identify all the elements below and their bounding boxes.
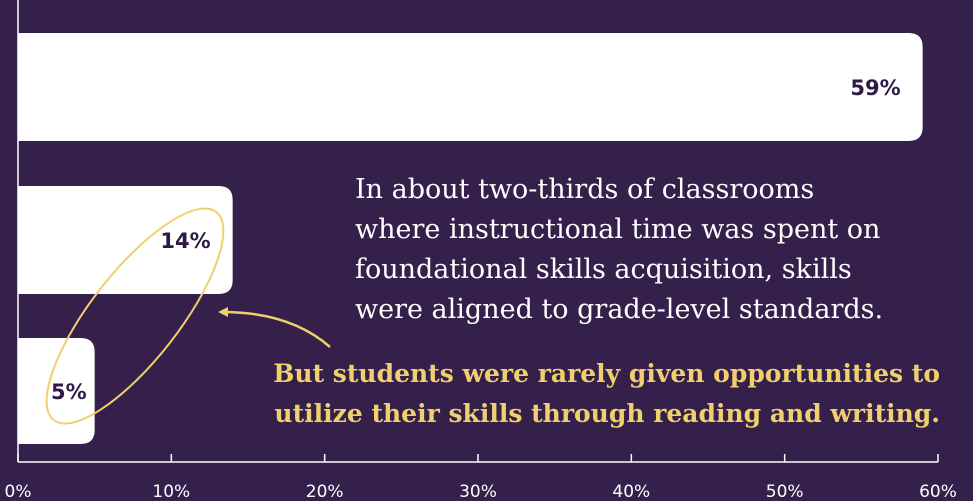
annotation-line: were aligned to grade-level standards. bbox=[355, 294, 883, 325]
bar bbox=[18, 33, 923, 141]
bar bbox=[18, 338, 95, 444]
annotation-line: foundational skills acquisition, skills bbox=[355, 254, 852, 285]
value-label: 5% bbox=[51, 380, 87, 404]
bar bbox=[18, 186, 233, 294]
x-tick-label: 50% bbox=[766, 482, 804, 501]
annotation: But students were rarely given opportuni… bbox=[273, 359, 940, 428]
annotation: In about two-thirds of classrooms where i… bbox=[355, 174, 883, 325]
annotation-line: In about two-thirds of classrooms bbox=[355, 174, 814, 205]
x-tick-label: 40% bbox=[612, 482, 650, 501]
x-tick-label: 30% bbox=[459, 482, 497, 501]
annotation-line: where instructional time was spent on bbox=[355, 214, 880, 245]
value-label: 59% bbox=[850, 76, 900, 100]
annotation-line: utilize their skills through reading and… bbox=[274, 399, 940, 428]
x-tick-label: 60% bbox=[919, 482, 957, 501]
value-label: 14% bbox=[160, 229, 210, 253]
x-tick-label: 0% bbox=[5, 482, 32, 501]
x-tick-label: 10% bbox=[152, 482, 190, 501]
highlight-ellipse bbox=[45, 207, 225, 425]
x-tick-label: 20% bbox=[306, 482, 344, 501]
annotation-line: But students were rarely given opportuni… bbox=[273, 359, 940, 388]
arrow bbox=[218, 307, 331, 348]
